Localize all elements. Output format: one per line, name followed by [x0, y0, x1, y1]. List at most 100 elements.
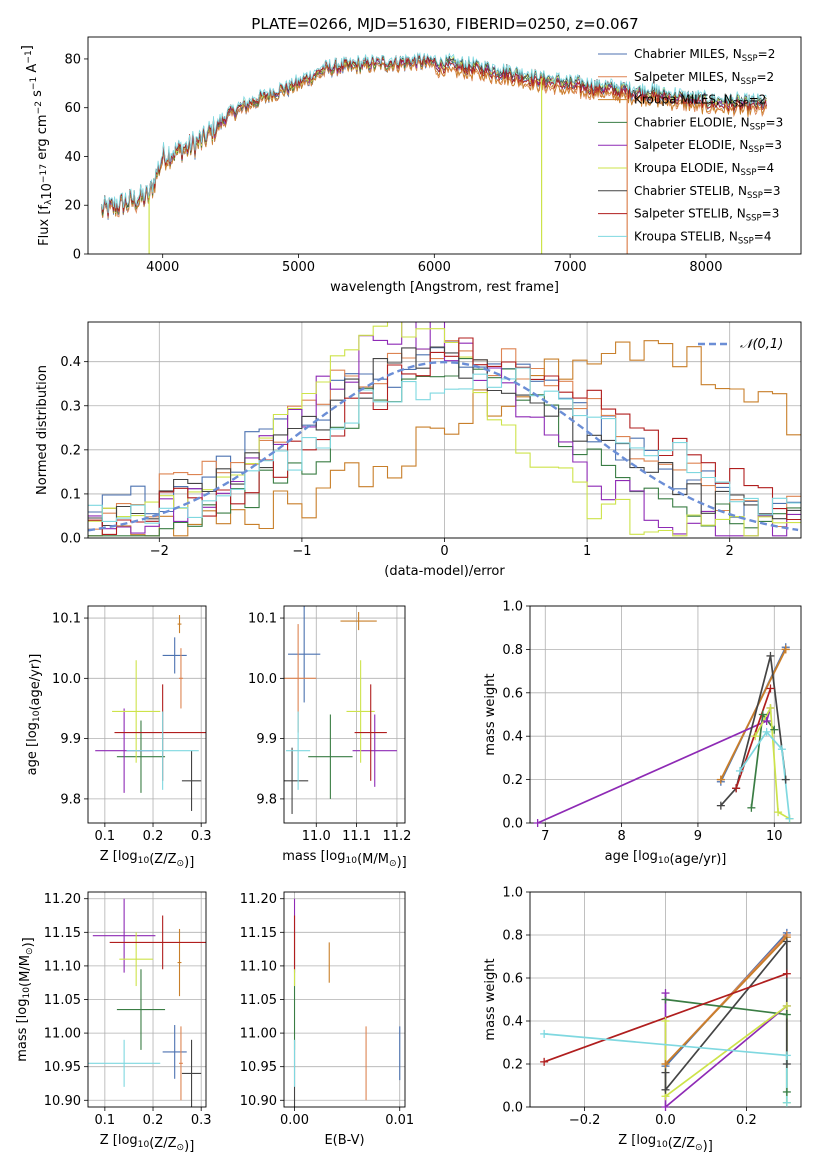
age-weight-series-line [537, 707, 772, 823]
x-tick-label: 11.1 [342, 829, 371, 844]
mass-age-ticks: 11.0 11.1 11.2 9.8 9.9 10.0 10.1 [248, 612, 411, 844]
mass-age-point [308, 714, 353, 799]
y-tick-label: 11.00 [240, 1027, 277, 1042]
residuals-ylabel: Normed distribution [35, 365, 50, 495]
spectrum-frame [87, 36, 802, 255]
age-weight-marker [770, 725, 779, 734]
age-weight-axes [530, 605, 801, 824]
x-tick-label: 0.2 [143, 1113, 164, 1128]
legend-entry: Kroupa MILES, NSSP=2 [634, 93, 766, 110]
y-tick-label: 10.95 [240, 1060, 277, 1075]
x-tick-label: 5000 [282, 260, 315, 275]
z-weight-marker [782, 1060, 791, 1068]
age-weight-marker [777, 745, 786, 754]
x-tick-label: 0.3 [191, 829, 212, 844]
age-weight-marker [785, 814, 794, 823]
y-tick-label: 1.0 [502, 600, 523, 615]
mass-age-point [346, 660, 375, 763]
legend-entry: Salpeter MILES, NSSP=2 [634, 70, 774, 87]
residuals-legend: 𝒩(0,1) [698, 337, 783, 352]
mass-age-point [284, 747, 309, 814]
age-weight-frame [529, 605, 802, 824]
y-tick-label: 0.2 [502, 1058, 523, 1073]
residuals-frame [87, 321, 802, 539]
z-weight-marker [782, 937, 791, 946]
x-tick-label: 0.1 [95, 1113, 116, 1128]
ebv-mass-axes [284, 892, 405, 1107]
x-tick-label: 1 [583, 544, 591, 559]
y-tick-label: 0.8 [502, 643, 523, 658]
z-weight-ylabel: mass weight [483, 958, 498, 1040]
z-age-axes [88, 606, 206, 823]
y-tick-label: 80 [64, 52, 81, 67]
z-weight-series-line [664, 936, 788, 1065]
y-tick-label: 0.6 [502, 686, 523, 701]
age-weight-series-line [750, 712, 775, 808]
x-tick-label: 0.3 [191, 1113, 212, 1128]
age-weight-marker [735, 766, 744, 775]
y-tick-label: 11.15 [44, 926, 81, 941]
spectrum-plot [101, 51, 767, 254]
y-tick-label: 11.20 [240, 892, 277, 907]
z-weight-marker [661, 1085, 670, 1094]
z-mass-frame [87, 891, 207, 1108]
y-tick-label: 0.2 [502, 773, 523, 788]
y-tick-label: 9.8 [256, 792, 277, 807]
age-weight-series-line [720, 655, 787, 807]
z-mass-point [177, 928, 182, 997]
legend-entry: 𝒩(0,1) [740, 337, 783, 352]
x-tick-label: 11.2 [382, 829, 411, 844]
z-age-ylabel: age [log10(age/yr)] [25, 654, 43, 776]
age-weight-series-line [754, 705, 790, 820]
z-mass-point [88, 1039, 161, 1087]
y-tick-label: 0.0 [502, 1101, 523, 1116]
y-tick-label: 0.4 [502, 730, 523, 745]
z-age-frame [87, 605, 207, 824]
z-mass-ylabel: mass [log10(M/M⊙)] [15, 937, 36, 1061]
z-weight-marker [782, 969, 791, 978]
z-weight-marker [782, 1087, 791, 1096]
x-tick-label: 8 [617, 829, 625, 844]
age-weight-marker [758, 710, 767, 719]
x-tick-label: 6000 [418, 260, 451, 275]
z-age-point [112, 660, 161, 763]
y-tick-label: 1.0 [502, 886, 523, 901]
y-tick-label: 10.1 [52, 612, 81, 627]
x-tick-label: 10 [766, 829, 783, 844]
mass-age-grid [284, 606, 405, 823]
z-mass-point [179, 1026, 183, 1101]
figure-title: PLATE=0266, MJD=51630, FIBERID=0250, z=0… [251, 15, 638, 33]
age-weight-marker [762, 717, 771, 726]
x-tick-label: 2 [726, 544, 734, 559]
y-tick-label: 0.6 [502, 972, 523, 987]
age-weight-marker [766, 703, 775, 712]
age-weight-xlabel: age [log10(age/yr)] [605, 849, 727, 867]
y-tick-label: 0.4 [60, 355, 81, 370]
x-tick-label: 0.2 [143, 829, 164, 844]
z-mass-ticks: 0.1 0.2 0.3 10.90 10.95 11.00 11.05 11.10 11.15 1… [44, 892, 212, 1128]
z-weight-marker [540, 1057, 549, 1066]
y-tick-label: 10.0 [248, 672, 277, 687]
ebv-mass-plot [293, 898, 401, 1107]
z-weight-ticks: −0.2 0.0 0.2 0.0 0.2 0.4 0.6 0.8 1.0 [502, 886, 756, 1129]
y-tick-label: 0.3 [60, 399, 81, 414]
age-weight-marker [762, 727, 771, 736]
residuals-ticks: −2 −1 0 1 2 0.0 0.1 0.2 0.3 0.4 [60, 355, 734, 559]
age-weight-plot [537, 646, 791, 823]
legend-entry: Chabrier ELODIE, NSSP=3 [634, 115, 783, 132]
y-tick-label: 0.1 [60, 487, 81, 502]
age-weight-marker [751, 732, 760, 741]
mass-age-point [352, 714, 397, 787]
z-weight-marker [661, 1068, 670, 1077]
y-tick-label: 11.05 [240, 993, 277, 1008]
spectrum-legend: Chabrier MILES, NSSP=2 Salpeter MILES, NS… [598, 47, 783, 246]
mass-age-point [286, 711, 311, 790]
x-tick-label: −2 [150, 544, 169, 559]
x-tick-label: 7 [541, 829, 549, 844]
age-weight-marker [766, 651, 775, 660]
z-age-point [179, 648, 183, 709]
legend-entry: Salpeter ELODIE, NSSP=3 [634, 138, 782, 155]
x-tick-label: 0.1 [95, 829, 116, 844]
mass-age-axes [284, 606, 405, 823]
residual-histogram [88, 367, 801, 524]
